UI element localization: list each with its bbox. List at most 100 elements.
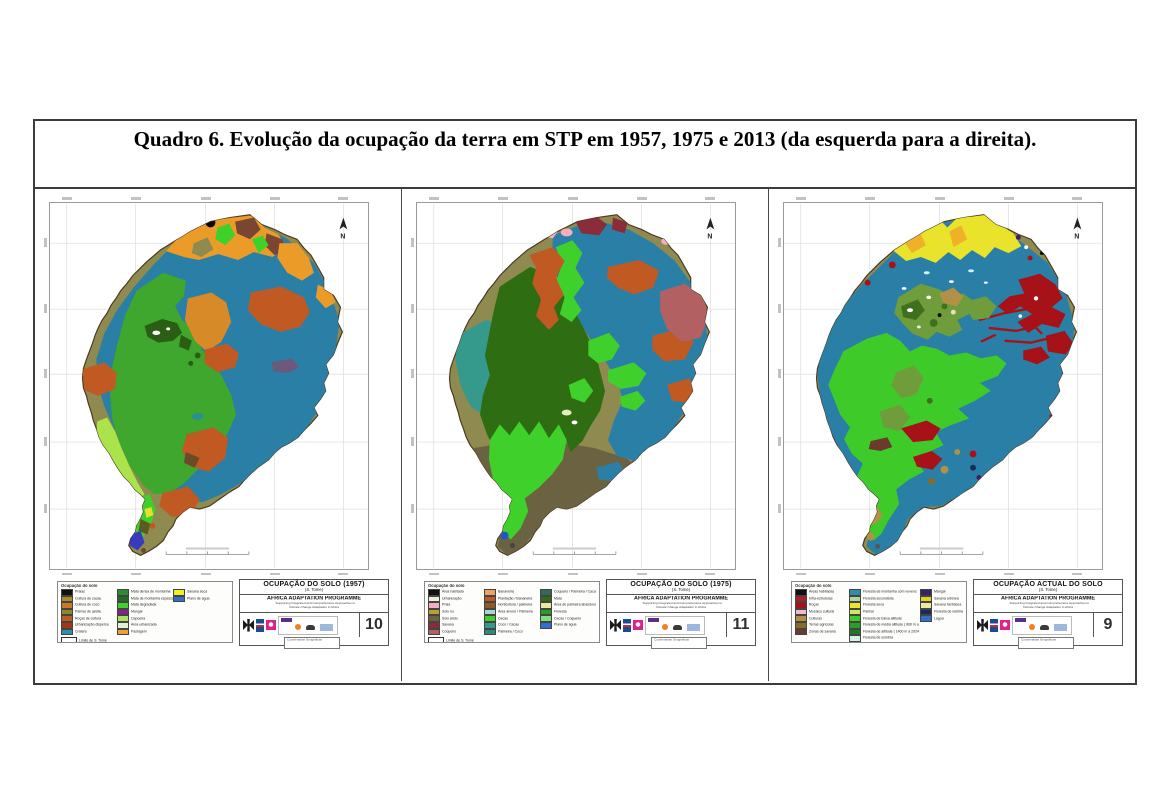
legend-swatch [61,595,73,603]
agency-logo [633,620,643,630]
legend-swatch [428,621,440,629]
figure-table: Quadro 6. Evolução da ocupação da terra … [33,119,1137,685]
tick-label [44,238,47,247]
legend-swatch [173,589,185,596]
legend-swatch [428,608,440,616]
legend-label: Área habitada [442,590,464,595]
legend-swatch [795,602,807,609]
legend-item: Área árvore / Palmeira [484,608,540,616]
legend-label: Floresta [554,610,567,614]
legend-item: Capoeira [117,615,173,622]
legend-label: Culturas [809,616,822,621]
legend-item: Floresta de neblina [919,608,963,616]
legend-item: Cultura de coco [61,602,117,609]
panda-logo [610,618,621,632]
legend-label: Urbanização [442,597,462,601]
legend-swatch [849,621,862,629]
legend-column: Floresta de montanha com nuvens Floresta … [849,589,920,642]
figure-caption: Quadro 6. Evolução da ocupação da terra … [35,121,1135,189]
tick-label [201,572,211,575]
legend-item: Culturas [795,615,849,622]
legend-column: Mangal Savana arbórea Savana herbácea Flore… [919,589,963,642]
legend-item: Área habitada [428,589,484,596]
limit-swatch [61,636,77,642]
legend-label: Coqueiro [442,630,457,634]
legend-title: Ocupação do solo [428,584,465,589]
bank-logo [1054,623,1067,631]
coordinates-note: Coordenadas Geográficas [651,637,707,649]
legend-label: Horticultura / palmeira [498,603,533,608]
tick-label [411,304,414,313]
legend-item: Cacau [484,615,540,622]
legend-swatch [117,602,129,609]
legend-item: Cacau / Coqueiro [540,615,596,622]
tick-label [778,304,781,313]
svg-text:N: N [707,233,712,240]
tick-label [778,238,781,247]
legend-item: Solo nu [428,608,484,616]
tick-label [44,437,47,446]
sun-logo [1029,623,1035,630]
coordinates-note: Coordenadas Geográficas [284,637,340,649]
tick-label [935,197,945,200]
legend-swatch [540,608,552,616]
partner-logos [645,615,705,635]
legend-column: Coqueiro / Palmeira / Cacau Mata Área de p… [540,589,596,635]
phone-logo [306,624,315,630]
legend-label: Palmeira / Coco [498,630,523,634]
legend-swatch [795,608,807,616]
legend-item: Savana arbórea [919,595,963,603]
legend-item: Mata degradada [117,602,173,609]
svg-text:N: N [340,233,345,240]
legend-label: Plano de água [187,597,210,601]
legend-column: Bananeira Plantação / Bananeira Horticultu… [484,589,540,636]
legend-swatch [849,589,862,596]
legend-label: Mangal [933,590,946,595]
legend-label: Solo nu [442,610,454,614]
tick-label [411,437,414,446]
tick-label [429,197,439,200]
legend-swatch [484,608,496,616]
legend-label: Floresta de baixa altitude [863,616,903,621]
legend-item: Área urbanizada [117,621,173,629]
legend-label: Área árvore / Palmeira [498,610,533,614]
legend-label: Palmar [863,610,875,614]
legend-item: Pastagem [117,628,173,636]
legend-swatch [117,628,129,636]
tick-label [778,437,781,446]
legend-swatch [117,595,129,603]
legend-label: Palmar de azeite [75,610,102,614]
legend-item: Roças de cultura [61,615,117,622]
legend-item: Floresta de altitude ( 1400 m a 2024 m ) [849,628,920,636]
tick-label [338,572,348,575]
legend-label: Savana [442,623,454,628]
programme-subtitle: Supporting Integrated and Comprehensive … [1009,602,1090,606]
legend-swatch [849,595,862,603]
legend-swatch [795,589,807,596]
legend-item: Savana herbácea [919,602,963,609]
tick-label [865,197,875,200]
legend-label: Mosaico cultural [809,610,835,614]
legend-item: Roças [795,602,849,609]
legend-swatch [919,602,932,609]
programme-subtitle: Climate Change Adaptation in Africa [656,606,706,610]
legend-swatch [61,602,73,609]
tick-label [498,572,508,575]
programme-subtitle: Supporting Integrated and Comprehensive … [642,602,723,606]
legend-swatch [849,615,862,622]
legend-item: Urbanização dispersa [61,621,117,629]
legend-label: Urbanização dispersa [75,623,109,628]
legend-label: Floresta de neblina [933,610,963,614]
legend-label: Mata degradada [131,603,157,608]
legend-item: Infra-estruturas [795,595,849,603]
legend-swatch [849,628,862,636]
legend-swatch [484,595,496,603]
map-title: OCUPAÇÃO DO SOLO (1957) [263,581,365,588]
legend-swatch [795,615,807,622]
tick-label [796,572,806,575]
map-panel-1975: N Ocupação do solo Área [401,189,768,681]
tick-label [865,572,875,575]
legend-label: Mata densa de montanha [131,590,171,595]
tick-label [568,572,578,575]
tick-label [201,197,211,200]
